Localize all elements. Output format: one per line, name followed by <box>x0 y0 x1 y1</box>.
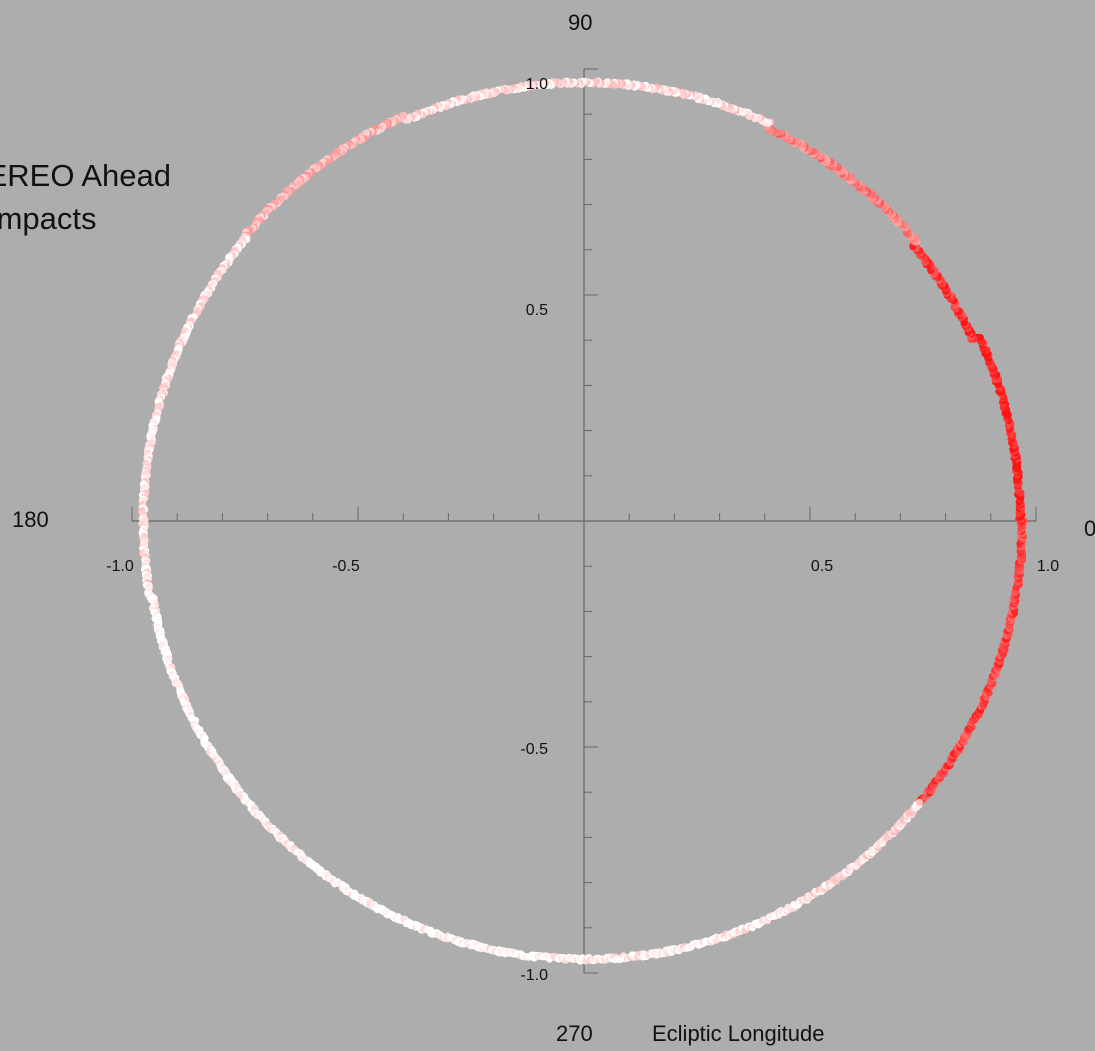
y-tick-label: 0.5 <box>526 302 548 319</box>
x-tick-label: 0.5 <box>811 558 833 575</box>
x-tick-label: -0.5 <box>332 558 360 575</box>
y-tick-label: 1.0 <box>526 76 548 93</box>
impact-point <box>915 798 924 807</box>
chart-title-line-2: Impacts <box>0 201 97 236</box>
angle-label-270: 270 <box>556 1021 593 1046</box>
angle-label-90: 90 <box>568 10 593 35</box>
y-tick-label: -1.0 <box>520 967 548 984</box>
tick-labels: -1.0 -0.5 0.5 1.0 1.0 0.5 -0.5 -1.0 <box>106 76 1059 984</box>
chart-title-line-1: STEREO Ahead <box>0 158 172 193</box>
axes <box>131 68 1037 974</box>
impact-points <box>138 77 1028 965</box>
x-tick-label: 1.0 <box>1037 558 1059 575</box>
x-axis-label: Ecliptic Longitude <box>652 1021 825 1046</box>
angle-label-180: 180 <box>12 507 49 532</box>
y-tick-label: -0.5 <box>520 741 548 758</box>
x-tick-label: -1.0 <box>106 558 134 575</box>
angle-label-0: 0 <box>1084 516 1095 541</box>
